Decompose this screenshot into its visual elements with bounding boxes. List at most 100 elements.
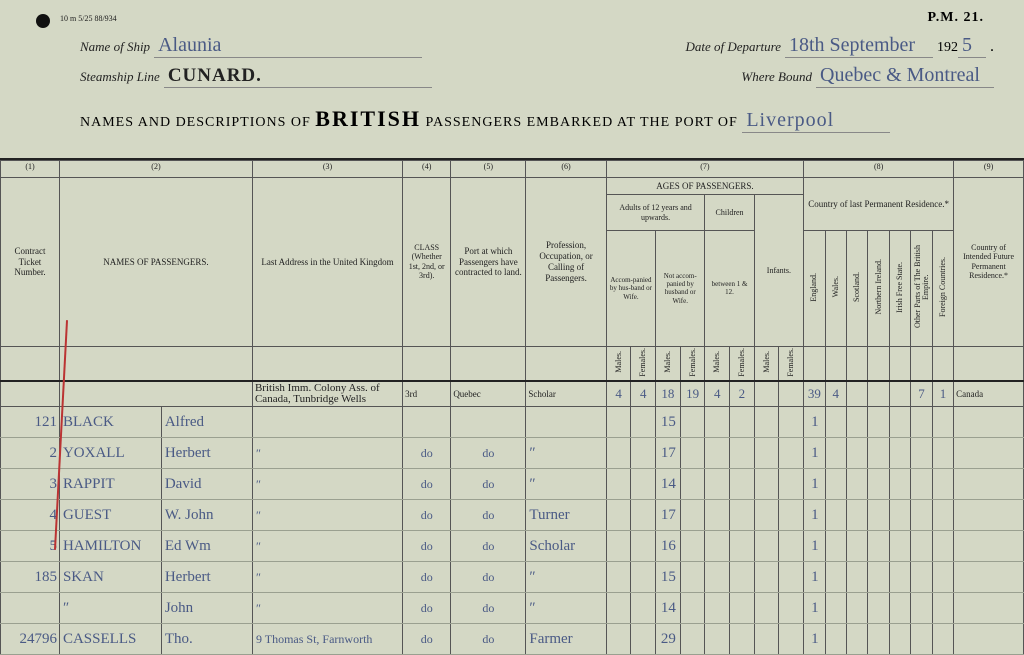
mf-row: Males. Females. Males. Females. Males. F… <box>1 346 1024 381</box>
hdr-obe: Other Parts of The British Empire. <box>914 232 930 342</box>
cell-eng: 1 <box>804 500 825 531</box>
mf: Males. <box>713 351 721 373</box>
colnum: (6) <box>526 161 606 178</box>
cell-ticket: 185 <box>1 562 60 593</box>
mf: Males. <box>664 351 672 373</box>
hdr-scotland: Scotland. <box>853 272 861 302</box>
mf: Females. <box>689 348 697 377</box>
totals-prof: Scholar <box>526 381 606 407</box>
t-f1: 4 <box>631 381 656 407</box>
t-obe: 7 <box>911 381 932 407</box>
cell-port: do <box>451 469 526 500</box>
hdr-port: Port at which Passengers have contracted… <box>451 178 526 347</box>
punch-hole <box>36 14 50 28</box>
hdr-adults: Adults of 12 years and upwards. <box>606 195 705 231</box>
t-dest: Canada <box>954 381 1024 407</box>
cell-eng: 1 <box>804 438 825 469</box>
small-print: 10 m 5/25 88/934 <box>60 14 117 23</box>
cell-surname: ″ <box>59 593 161 624</box>
hdr-children: Children <box>705 195 754 231</box>
mf: Females. <box>787 348 795 377</box>
cell-port: do <box>451 624 526 655</box>
departure-value: 18th September <box>785 34 933 58</box>
t-eng: 39 <box>804 381 825 407</box>
hdr-wales: Wales. <box>832 276 840 297</box>
colnum: (8) <box>804 161 954 178</box>
cell-address: ″ <box>252 562 402 593</box>
t-f2: 19 <box>680 381 705 407</box>
cell-age: 29 <box>656 624 681 655</box>
cell-eng: 1 <box>804 407 825 438</box>
steamship-value: CUNARD. <box>168 65 262 86</box>
colnum: (2) <box>59 161 252 178</box>
cell-address: 9 Thomas St, Farnworth <box>252 624 402 655</box>
passenger-row: 3RappitDavid″dodo″141 <box>1 469 1024 500</box>
cell-firstname: Ed Wm <box>161 531 252 562</box>
hdr-ticket: Contract Ticket Number. <box>1 178 60 347</box>
hdr-notaccomp: Not accom-panied by husband or Wife. <box>656 231 705 347</box>
title-b: BRITISH <box>315 106 421 131</box>
cell-address: ″ <box>252 469 402 500</box>
cell-port: do <box>451 593 526 624</box>
ship-label: Name of Ship <box>80 39 150 54</box>
cell-firstname: Herbert <box>161 562 252 593</box>
passenger-row: 24796CassellsTho.9 Thomas St, Farnworthd… <box>1 624 1024 655</box>
cell-address <box>252 407 402 438</box>
passenger-row: 121BlackAlfred151 <box>1 407 1024 438</box>
cell-class: do <box>403 469 451 500</box>
cell-port: do <box>451 500 526 531</box>
cell-ticket: 121 <box>1 407 60 438</box>
cell-ticket: 24796 <box>1 624 60 655</box>
cell-address: ″ <box>252 593 402 624</box>
cell-surname: Black <box>59 407 161 438</box>
ship-name: Alaunia <box>154 34 422 58</box>
cell-port: do <box>451 438 526 469</box>
colnum: (4) <box>403 161 451 178</box>
cell-class: do <box>403 624 451 655</box>
mf: Females. <box>639 348 647 377</box>
cell-surname: Rappit <box>59 469 161 500</box>
totals-address: British Imm. Colony Ass. of Canada, Tunb… <box>252 381 402 407</box>
hdr-accomp: Accom-panied by hus-band or Wife. <box>606 231 655 347</box>
cell-prof: ″ <box>526 469 606 500</box>
departure-label: Date of Departure <box>685 39 781 54</box>
hdr-between: between 1 & 12. <box>705 231 754 347</box>
title-c: PASSENGERS EMBARKED AT THE PORT OF <box>425 115 737 130</box>
cell-port: do <box>451 531 526 562</box>
cell-eng: 1 <box>804 531 825 562</box>
cell-surname: Guest <box>59 500 161 531</box>
cell-ticket: 3 <box>1 469 60 500</box>
hdr-foreign: Foreign Countries. <box>939 257 947 317</box>
cell-firstname: Herbert <box>161 438 252 469</box>
mf: Males. <box>615 351 623 373</box>
cell-firstname: David <box>161 469 252 500</box>
cell-surname: Skan <box>59 562 161 593</box>
cell-ticket <box>1 593 60 624</box>
cell-surname: Hamilton <box>59 531 161 562</box>
cell-address: ″ <box>252 438 402 469</box>
colnum: (1) <box>1 161 60 178</box>
cell-surname: Cassells <box>59 624 161 655</box>
cell-age: 17 <box>656 500 681 531</box>
colnum: (7) <box>606 161 803 178</box>
hdr-profession: Profession, Occupation, or Calling of Pa… <box>526 178 606 347</box>
manifest-table: (1) (2) (3) (4) (5) (6) (7) (8) (9) Cont… <box>0 158 1024 655</box>
cell-prof: ″ <box>526 593 606 624</box>
hdr-names: NAMES OF PASSENGERS. <box>59 178 252 347</box>
cell-age: 16 <box>656 531 681 562</box>
hdr-ages: AGES OF PASSENGERS. <box>606 178 803 195</box>
t-m3: 4 <box>705 381 730 407</box>
cell-prof: ″ <box>526 562 606 593</box>
cell-ticket: 4 <box>1 500 60 531</box>
hdr-intended: Country of Intended Future Permanent Res… <box>954 178 1024 347</box>
t-f3: 2 <box>730 381 755 407</box>
cell-surname: Yoxall <box>59 438 161 469</box>
cell-class: do <box>403 562 451 593</box>
cell-prof: Scholar <box>526 531 606 562</box>
port-value: Liverpool <box>742 109 890 133</box>
cell-class: do <box>403 438 451 469</box>
cell-ticket: 5 <box>1 531 60 562</box>
cell-class <box>403 407 451 438</box>
hdr-england: England. <box>810 273 818 302</box>
passenger-row: 5HamiltonEd Wm″dodoScholar161 <box>1 531 1024 562</box>
